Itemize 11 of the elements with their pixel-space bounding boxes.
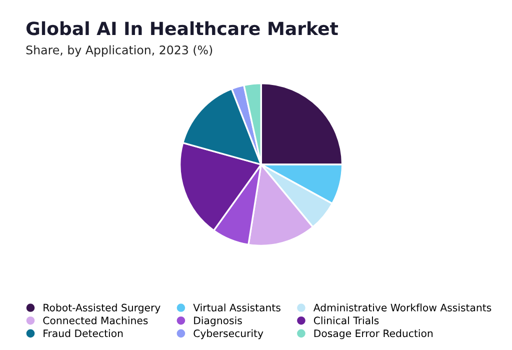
legend-label: Cybersecurity bbox=[194, 329, 264, 340]
legend-label: Diagnosis bbox=[194, 316, 242, 326]
legend-label: Administrative Workflow Assistants bbox=[313, 304, 492, 312]
legend-label: Robot-Assisted Surgery bbox=[44, 304, 160, 314]
chart-title: Global AI In Healthcare Market bbox=[26, 21, 338, 36]
legend-label: Dosage Error Reduction bbox=[314, 329, 433, 340]
legend-label: Clinical Trials bbox=[314, 316, 379, 324]
legend-label: Fraud Detection bbox=[44, 329, 123, 338]
legend-label: Connected Machines bbox=[43, 316, 148, 324]
chart-subtitle: Share, by Application, 2023 (%) bbox=[26, 45, 212, 57]
legend-label: Virtual Assistants bbox=[193, 304, 280, 312]
